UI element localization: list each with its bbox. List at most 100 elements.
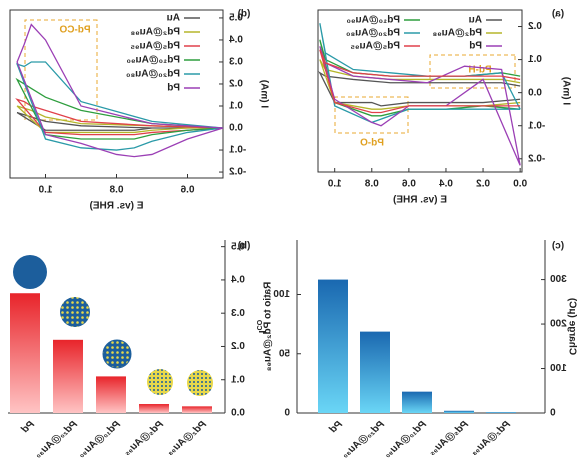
y-tick-label: 0 [550,408,556,419]
particle [13,255,47,289]
bar [182,406,212,413]
x-tick-label: 0.4 [439,179,453,190]
cv-curve [16,105,224,134]
y-axis-label: I (mA) [258,80,269,108]
y-tick-label: -0.2 [528,153,546,164]
panel-label: (d) [238,9,251,20]
y-tick-label: -0.1 [528,120,546,131]
bar [139,404,169,413]
annotation-box [429,54,516,89]
particle [102,339,132,369]
legend-label: Pd₂@Au₉₈ [432,28,482,39]
panel-label: (c) [552,241,564,252]
x-tick-label: Pd [327,419,345,436]
bar [486,412,516,413]
annotation: Pd-CO [59,25,90,36]
particle [187,370,213,396]
x-tick-label: Pd₂@Au₉₈ [469,419,513,458]
x-tick-label: 1.0 [327,179,341,190]
particle [60,297,90,327]
y-tick-label: 0.2 [229,79,243,90]
y-tick-label: 300 [550,274,567,285]
x-axis-label: E (vs. RHE) [90,201,144,212]
x-tick-label: Pd₅@Au₉₅ [427,419,471,458]
y-tick-label: 0.5 [231,241,245,252]
legend-label: Au [167,13,180,24]
legend-label: Au [469,15,482,26]
y2-axis-label: Ratio to Pd₂@Au₉₈ [263,282,274,372]
y-tick-label: 0.3 [231,308,245,319]
cv-curve [15,77,224,140]
y-axis-label-sub: CO [255,319,262,330]
bar [444,410,474,413]
bar [53,339,83,413]
legend-label: Pd₅@Au₉₅ [130,41,180,52]
cv-curve [319,49,521,114]
y-axis-label: Charge (μC) [566,298,577,355]
y-axis-label: ICO [255,319,267,333]
y-tick-label: 0.0 [528,87,542,98]
legend-label: Pd₂₀@Au₈₀ [346,28,400,39]
y-tick-label: 0.4 [229,35,243,46]
x-tick-label: Pd₁₀@Au₉₀ [76,419,122,458]
legend-label: Pd [469,41,482,52]
y-tick-label: 0.0 [231,408,245,419]
bar [360,331,390,413]
legend-label: Pd₂@Au₉₈ [130,27,180,38]
y-tick-label: 0.1 [528,54,542,65]
mirrored-figure: -0.2 -0.1 0.0 0.1 0.2 1.0 0.8 0.6 0.4 0.2 0.0 Pd-H P… [8,9,577,458]
nanoparticles [13,255,213,396]
cv-curve [16,111,223,131]
cv-curve [318,71,521,107]
bar [318,279,348,413]
panel-label: (a) [552,9,564,20]
annotation-box [334,96,409,134]
y-tick-label: 0.1 [231,374,245,385]
y-tick-label: 0.0 [229,123,243,134]
legend-label: Pd [167,83,180,94]
x-tick-label: Pd₂₀@Au₈₀ [33,419,80,458]
x-tick-label: Pd₂@Au₉₈ [165,419,209,458]
legend-label: Pd₅@Au₉₅ [350,41,400,52]
y-axis-label: I (mA) [560,77,571,105]
y-tick-label: 50 [278,348,290,359]
y-axis-label-main: I [256,330,267,333]
annotation: Pd-O [360,138,384,149]
x-tick-label: 0.6 [401,179,415,190]
y-tick-label: 0.4 [231,275,245,286]
y-tick-label: -0.1 [229,145,247,156]
y-tick-label: 100 [550,363,567,374]
legend-label: Pd₁₀@Au₉₀ [346,15,400,26]
panel-label: (b) [238,241,251,252]
y-tick-label: 0.2 [231,341,245,352]
x-tick-label: 0.0 [513,179,527,190]
legend-label: Pd₁₀@Au₉₀ [126,55,180,66]
x-tick-label: 0.6 [180,185,194,196]
cv-curve [16,61,224,151]
x-tick-label: 0.8 [109,185,123,196]
x-tick-label: 0.8 [364,179,378,190]
bar [96,376,126,413]
bar [10,293,40,413]
annotation-box [24,19,98,121]
cv-curve [15,98,224,136]
y-tick-label: 200 [550,319,567,330]
cv-curve [16,23,224,158]
x-tick-label: 0.2 [476,179,490,190]
x-axis-label: E (vs. RHE) [393,195,447,206]
annotation: Pd-H [468,65,491,76]
y-tick-label: 0 [284,408,290,419]
legend-label: Pd₂₀@Au₈₀ [126,69,180,80]
bar [402,391,432,413]
y-tick-label: -0.2 [229,167,247,178]
particle [147,369,173,395]
y-tick-label: 0.2 [528,21,542,32]
x-tick-label: Pd₅@Au₉₅ [122,419,166,458]
y-tick-label: 0.3 [229,57,243,68]
cv-curve [319,39,521,117]
x-tick-label: 1.0 [38,185,52,196]
y-tick-label: 0.5 [229,13,243,24]
y-tick-label: 0.1 [229,101,243,112]
x-tick-label: Pd₂₀@Au₈₀ [340,419,387,458]
